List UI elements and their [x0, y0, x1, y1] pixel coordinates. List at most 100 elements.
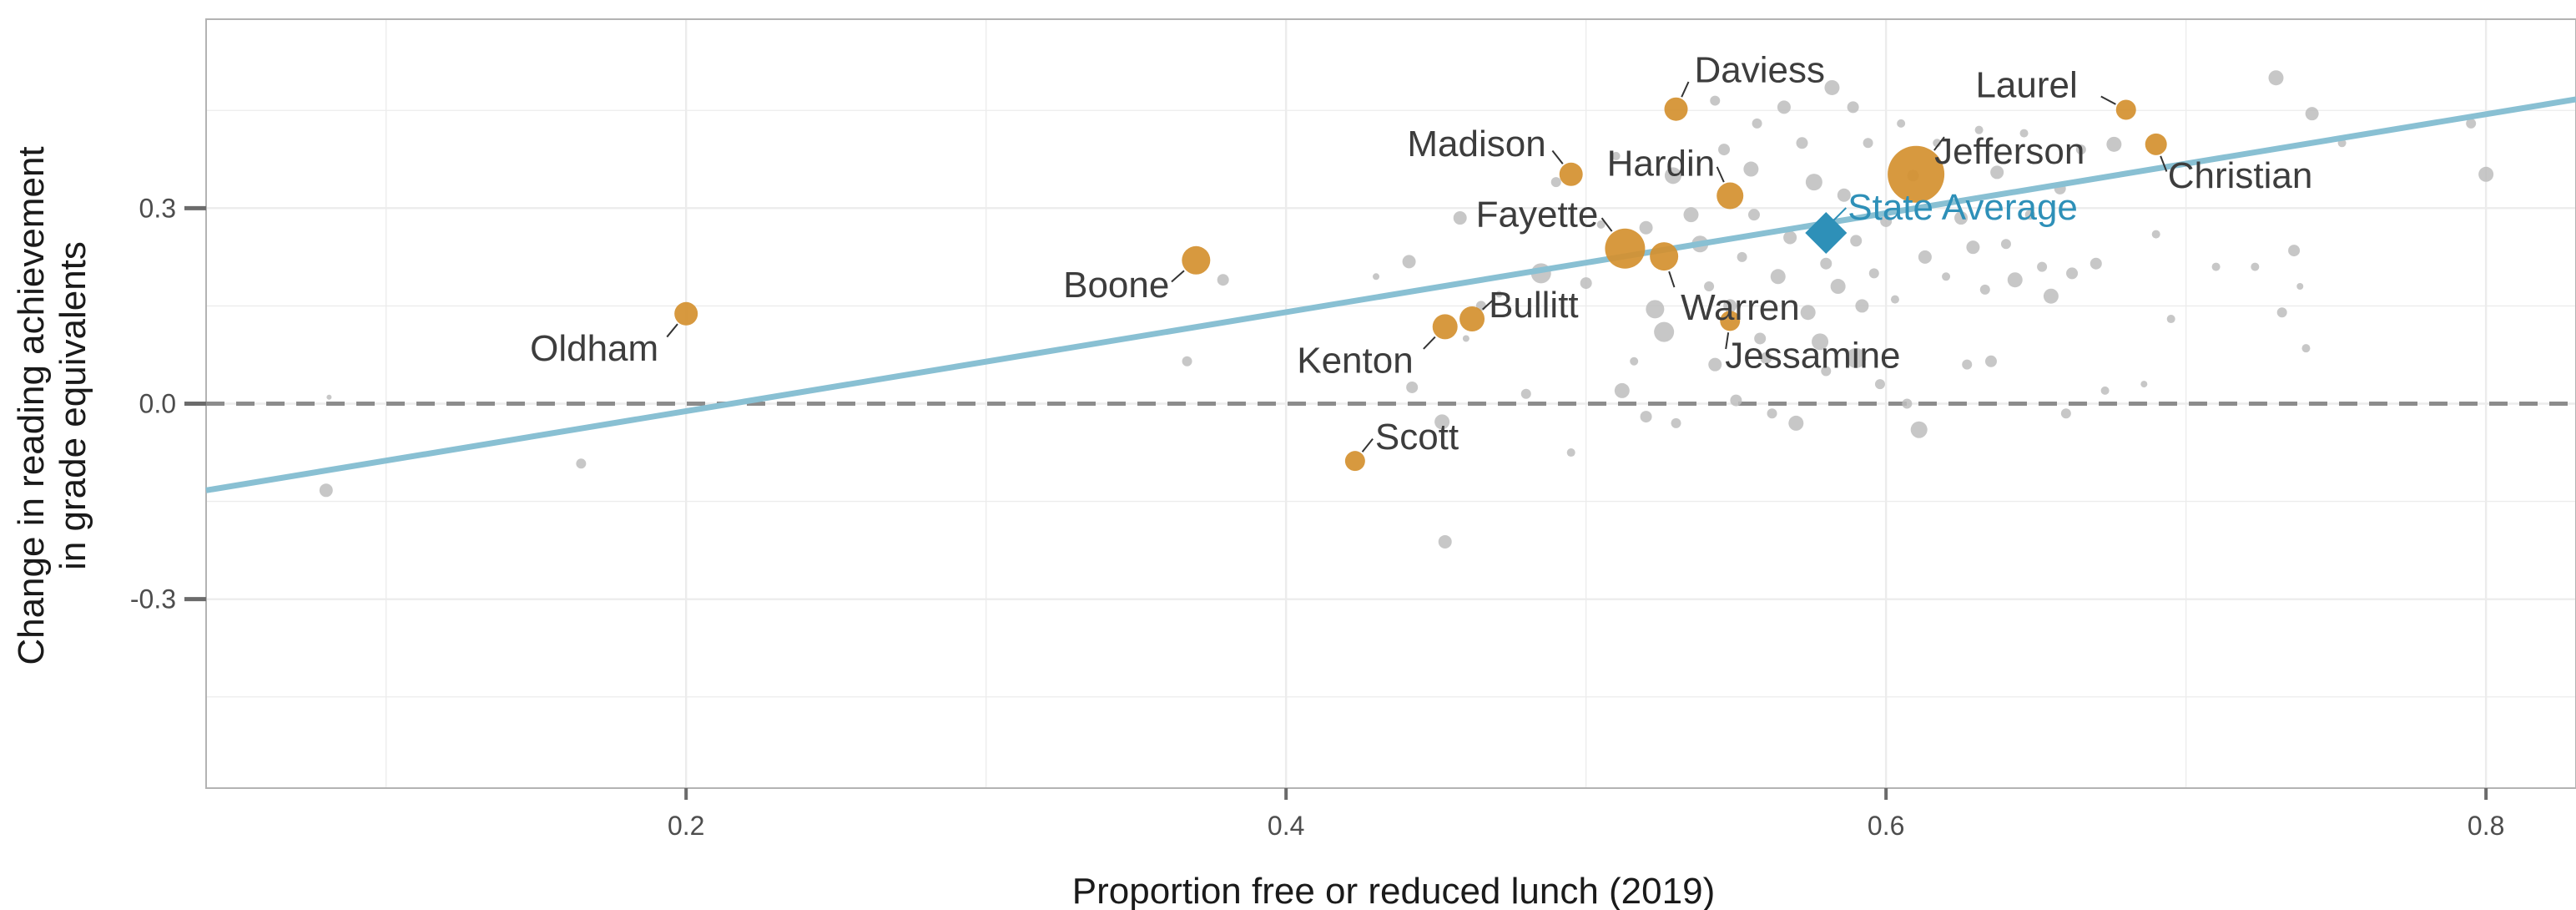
other-district-point	[2268, 70, 2284, 86]
other-district-point	[1837, 188, 1851, 202]
other-district-point	[1704, 281, 1715, 292]
other-district-point	[1730, 394, 1742, 407]
other-district-point	[2301, 344, 2311, 353]
district-leader-line	[1361, 438, 1374, 452]
other-district-point	[1821, 366, 1832, 377]
other-district-point	[2000, 239, 2011, 250]
other-district-point	[2305, 107, 2319, 121]
other-district-point	[1664, 167, 1681, 185]
other-district-point	[2466, 118, 2477, 129]
other-district-point	[1630, 356, 1639, 366]
other-district-point	[1580, 277, 1592, 290]
other-district-point	[1754, 332, 1767, 345]
other-district-point	[2019, 129, 2029, 138]
other-district-point	[1990, 165, 2004, 179]
other-district-point	[1520, 388, 1531, 399]
other-district-point	[2478, 166, 2494, 182]
other-district-point	[1614, 382, 1630, 398]
district-label: Kenton	[1297, 340, 1413, 381]
other-district-point	[1847, 101, 1859, 114]
other-district-point	[2276, 307, 2287, 318]
other-district-point	[1805, 174, 1822, 191]
other-district-point	[1788, 415, 1804, 431]
district-leader-line	[2100, 95, 2116, 105]
other-district-point	[1966, 240, 1980, 255]
highlighted-district-point	[1888, 145, 1945, 203]
district-label: Hardin	[1607, 144, 1716, 185]
other-district-point	[1710, 95, 1721, 106]
other-district-point	[2024, 210, 2035, 220]
other-district-point	[1918, 250, 1932, 264]
district-leader-line	[1933, 136, 1945, 151]
other-district-point	[1770, 269, 1786, 285]
other-district-point	[1596, 220, 1606, 229]
other-district-point	[1868, 268, 1879, 279]
highlighted-district-point	[2145, 133, 2167, 155]
other-district-point	[1910, 421, 1928, 438]
y-axis: -0.3 0.0 0.3	[130, 193, 206, 614]
district-labels: Daviess Laurel Madison Jefferson Christian Ha…	[530, 50, 2312, 458]
y-tick-label: 0.3	[139, 193, 176, 223]
other-district-point	[1683, 207, 1699, 223]
x-axis: 0.2 0.4 0.6 0.8	[668, 788, 2504, 841]
other-district-point	[1654, 321, 1675, 342]
other-district-point	[1438, 534, 1452, 549]
other-district-point	[2211, 262, 2221, 271]
district-leader-line	[666, 323, 678, 338]
highlighted-district-point	[1716, 182, 1744, 210]
other-district-point	[1752, 118, 1762, 129]
other-district-point	[1646, 300, 1665, 319]
trend-line	[205, 96, 2576, 493]
district-leader-line	[2160, 155, 2168, 172]
x-axis-title: Proportion free or reduced lunch (2019)	[1072, 871, 1715, 910]
highlighted-district-point	[1720, 311, 1741, 331]
y-axis-title: Change in reading achievement in grade e…	[11, 146, 93, 665]
other-district-point	[1800, 305, 1816, 321]
x-tick-label: 0.4	[1268, 811, 1304, 841]
x-tick-label: 0.2	[668, 811, 704, 841]
district-leader-line	[1601, 217, 1613, 232]
district-leader-line	[1551, 149, 1564, 164]
district-label: Oldham	[530, 328, 658, 369]
district-label: Daviess	[1695, 50, 1826, 91]
other-district-point	[2066, 267, 2079, 280]
other-district-point	[2100, 386, 2110, 395]
highlighted-district-point	[1559, 162, 1583, 186]
district-leader-line	[1171, 270, 1185, 283]
district-label: Jessamine	[1725, 335, 1900, 376]
other-district-point	[1402, 255, 1416, 269]
state-average-marker	[1805, 212, 1848, 255]
district-label: Bullitt	[1489, 285, 1579, 326]
other-district-point	[1767, 408, 1777, 419]
other-district-point	[1796, 137, 1808, 149]
other-district-point	[1217, 274, 1229, 286]
other-district-point	[2060, 408, 2071, 419]
other-district-point	[1880, 215, 1893, 227]
other-district-point	[2166, 315, 2175, 324]
other-district-point	[576, 458, 587, 469]
highlighted-district-point	[1432, 314, 1458, 340]
other-district-point	[1550, 177, 1561, 188]
highlighted-districts	[674, 97, 2167, 472]
other-district-point	[1723, 299, 1737, 313]
other-district-point	[1434, 414, 1450, 430]
other-district-point	[2037, 261, 2048, 272]
other-district-point	[1495, 291, 1503, 298]
other-district-point	[1863, 138, 1873, 149]
highlighted-district-point	[1459, 306, 1485, 332]
other-district-point	[1737, 251, 1747, 262]
highlighted-district-point	[1182, 245, 1211, 275]
state-average-label: State Average	[1848, 187, 2078, 228]
highlighted-district-point	[1605, 228, 1646, 269]
other-district-point	[1373, 273, 1380, 281]
y-axis-title-line-1: Change in reading achievement	[11, 146, 52, 665]
other-district-point	[2090, 257, 2102, 270]
district-label: Fayette	[1476, 195, 1599, 235]
other-district-point	[1462, 335, 1469, 342]
y-tick-label: 0.0	[139, 389, 176, 419]
district-leader-line	[1725, 332, 1730, 350]
other-district-point	[1671, 417, 1681, 428]
other-district-point	[1783, 230, 1797, 245]
other-district-point	[1974, 125, 1984, 134]
